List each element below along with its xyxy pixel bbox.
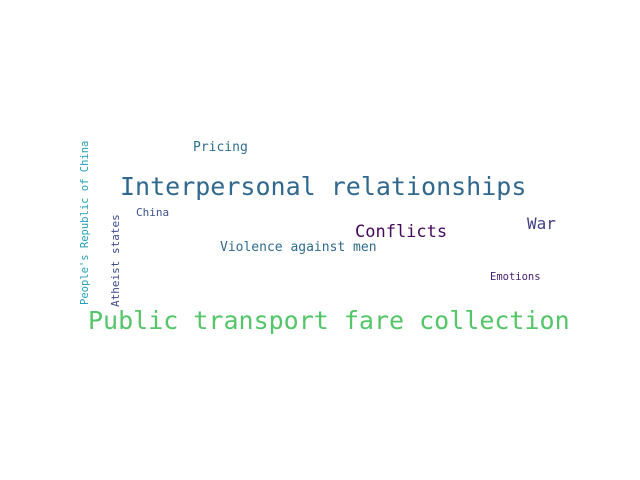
word-peoples-republic-of-china: People's Republic of China — [79, 140, 91, 305]
word-public-transport-fare-collection: Public transport fare collection — [88, 306, 570, 335]
word-emotions: Emotions — [490, 271, 541, 283]
word-atheist-states: Atheist states — [109, 214, 122, 307]
word-pricing: Pricing — [193, 140, 248, 155]
word-violence-against-men: Violence against men — [220, 240, 377, 255]
word-war: War — [527, 214, 556, 233]
word-interpersonal-relationships: Interpersonal relationships — [120, 172, 527, 201]
word-conflicts: Conflicts — [355, 222, 448, 242]
word-china: China — [136, 206, 170, 219]
